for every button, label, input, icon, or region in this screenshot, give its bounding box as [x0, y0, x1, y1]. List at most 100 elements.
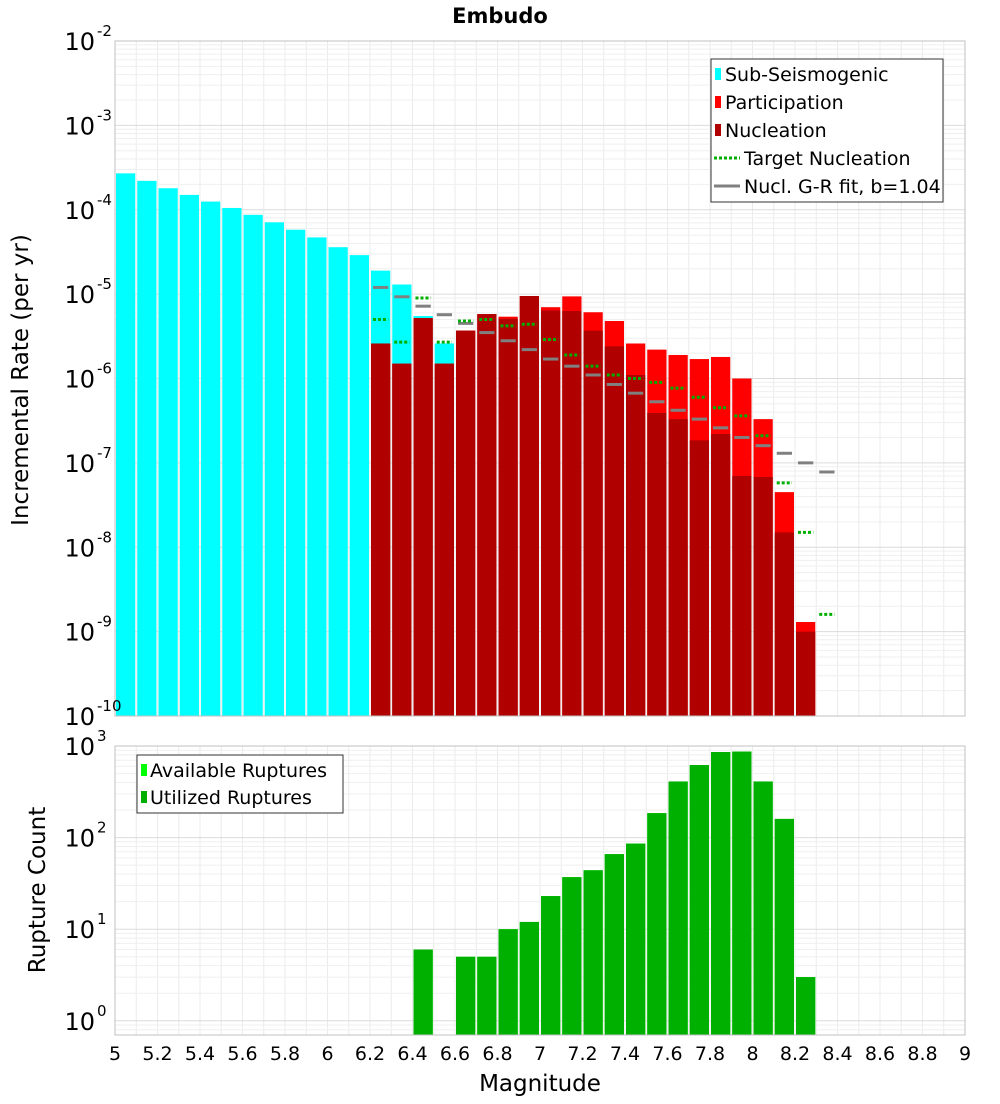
- top-y-tick-exponent: -5: [97, 275, 112, 293]
- sub-seismogenic-bar: [179, 194, 199, 716]
- top-legend-box: [710, 58, 944, 203]
- legend-swatch: [715, 68, 721, 80]
- utilized-ruptures-bar: [796, 977, 816, 1035]
- nucleation-bar: [562, 311, 582, 716]
- utilized-ruptures-bar: [541, 896, 561, 1035]
- legend-label: Available Ruptures: [150, 760, 327, 782]
- utilized-ruptures-bar: [562, 877, 582, 1035]
- nucleation-bar: [456, 330, 476, 716]
- nucleation-bar: [413, 318, 433, 716]
- top-y-tick-label: 10: [64, 112, 95, 140]
- top-y-tick-exponent: -7: [97, 444, 112, 462]
- top-y-tick-label: 10: [64, 197, 95, 225]
- utilized-ruptures-bar: [498, 929, 518, 1035]
- bottom-y-axis-label: Rupture Count: [25, 807, 51, 973]
- sub-seismogenic-bar: [116, 173, 136, 716]
- sub-seismogenic-bar: [286, 229, 306, 717]
- nucleation-bar: [753, 477, 773, 716]
- utilized-ruptures-bar: [711, 752, 731, 1035]
- top-y-tick-label: 10: [64, 281, 95, 309]
- legend-swatch: [141, 791, 147, 803]
- bottom-y-tick-label: 10: [64, 916, 95, 944]
- top-y-axis-label: Incremental Rate (per yr): [8, 234, 34, 526]
- nucleation-bar: [498, 318, 518, 716]
- top-legend: Sub-Seismogenic Participation Nucleation Ta…: [710, 58, 944, 203]
- top-y-tick-label: 10: [64, 366, 95, 394]
- utilized-ruptures-bar: [413, 949, 433, 1035]
- sub-seismogenic-bar: [201, 201, 221, 716]
- sub-seismogenic-bar: [137, 180, 157, 716]
- x-tick-label: 6: [321, 1043, 333, 1065]
- nucleation-bar: [541, 310, 561, 716]
- utilized-ruptures-bar: [626, 843, 646, 1035]
- x-tick-label: 7.4: [610, 1043, 640, 1065]
- nucleation-bar: [519, 296, 539, 716]
- x-tick-label: 6.4: [397, 1043, 427, 1065]
- nucleation-bar: [626, 375, 646, 716]
- legend-label: Participation: [725, 92, 844, 114]
- sub-seismogenic-bar: [264, 222, 284, 716]
- bottom-grid: [114, 746, 966, 1036]
- x-tick-label: 6.2: [355, 1043, 385, 1065]
- top-y-tick-exponent: -10: [97, 697, 122, 715]
- top-y-tick-label: 10: [64, 28, 95, 56]
- legend-swatch: [141, 764, 147, 776]
- utilized-ruptures-series: [413, 751, 816, 1035]
- top-y-tick-exponent: -8: [97, 528, 112, 546]
- nucleation-bar: [689, 440, 709, 716]
- utilized-ruptures-bar: [456, 956, 476, 1035]
- x-tick-label: 8.6: [865, 1043, 895, 1065]
- sub-seismogenic-bar: [307, 237, 327, 716]
- target-nucleation-series: [372, 296, 835, 616]
- legend-label: Nucleation: [725, 120, 827, 142]
- utilized-ruptures-bar: [583, 870, 603, 1035]
- nucleation-bar: [711, 433, 731, 716]
- top-y-tick-label: 10: [64, 534, 95, 562]
- x-axis-label: Magnitude: [479, 1071, 601, 1097]
- nucleation-bar: [774, 532, 794, 716]
- utilized-ruptures-bar: [604, 854, 624, 1035]
- sub-seismogenic-bar: [158, 188, 178, 717]
- x-tick-label: 8.4: [822, 1043, 852, 1065]
- x-tick-label: 5: [109, 1043, 121, 1065]
- utilized-ruptures-bar: [519, 921, 539, 1035]
- utilized-ruptures-bar: [477, 956, 497, 1035]
- utilized-ruptures-bar: [753, 781, 773, 1035]
- x-tick-label: 6.8: [482, 1043, 512, 1065]
- bottom-y-tick-exponent: 0: [97, 1002, 107, 1020]
- legend-label: Nucl. G-R fit, b=1.04: [744, 176, 941, 198]
- x-tick-label: 7.6: [652, 1043, 682, 1065]
- nucleation-bar: [392, 363, 412, 716]
- bottom-y-tick-label: 10: [64, 733, 95, 761]
- nucleation-bar: [732, 475, 752, 716]
- gr-fit-series: [372, 285, 835, 474]
- top-y-tick-exponent: -2: [97, 22, 112, 40]
- chart-title: Embudo: [452, 4, 548, 28]
- nucleation-bar: [371, 343, 391, 716]
- utilized-ruptures-bar: [668, 781, 688, 1035]
- sub-seismogenic-bar: [349, 255, 369, 716]
- top-plot-frame: [114, 40, 966, 717]
- top-y-tick-exponent: -4: [97, 191, 112, 209]
- bottom-plot-frame: [114, 745, 966, 1036]
- nucleation-series: [371, 296, 816, 716]
- utilized-ruptures-bar: [689, 765, 709, 1035]
- bottom-y-tick-exponent: 2: [97, 819, 107, 837]
- bottom-legend: Available Ruptures Utilized Ruptures: [136, 754, 344, 814]
- top-y-tick-exponent: -6: [97, 360, 112, 378]
- x-tick-label: 5.6: [227, 1043, 257, 1065]
- nucleation-bar: [434, 363, 454, 716]
- utilized-ruptures-bar: [647, 813, 667, 1035]
- x-tick-label: 9: [959, 1043, 971, 1065]
- sub-seismogenic-bar: [328, 247, 348, 716]
- bottom-y-tick-exponent: 1: [97, 910, 107, 928]
- utilized-ruptures-bar: [774, 818, 794, 1035]
- x-tick-label: 5.4: [185, 1043, 215, 1065]
- legend-label: Target Nucleation: [743, 148, 911, 170]
- x-tick-label: 5.8: [270, 1043, 300, 1065]
- x-tick-label: 6.6: [440, 1043, 470, 1065]
- sub-seismogenic-bar: [243, 214, 263, 716]
- x-tick-label: 5.2: [142, 1043, 172, 1065]
- top-y-tick-label: 10: [64, 450, 95, 478]
